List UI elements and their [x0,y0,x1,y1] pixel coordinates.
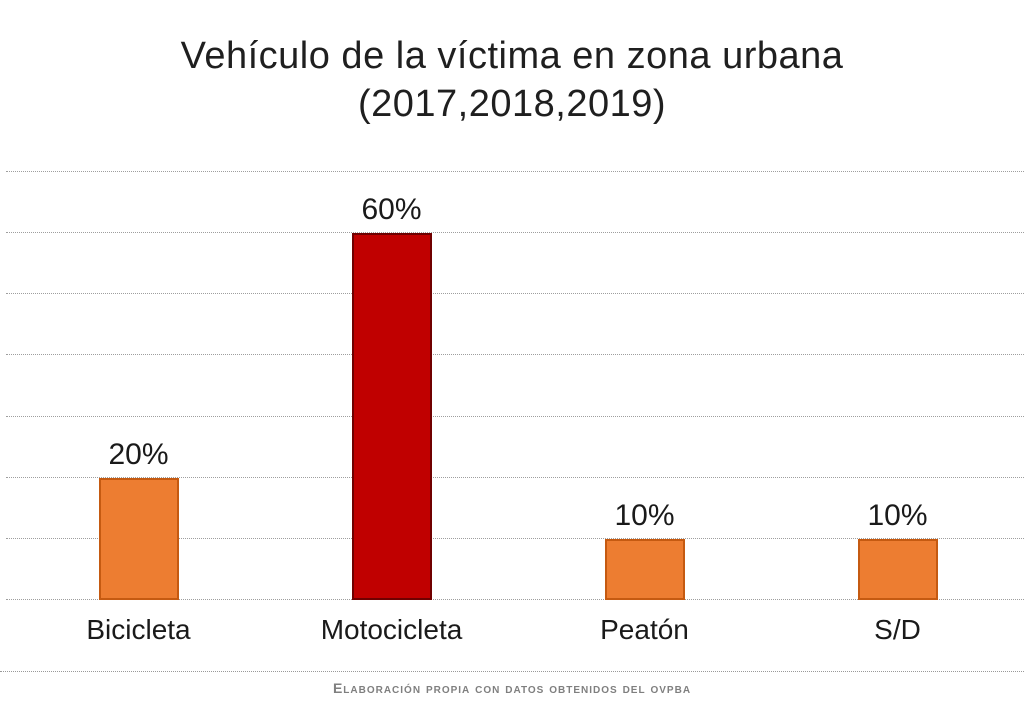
value-label: 10% [867,498,928,532]
bar-column: 20% [12,172,265,600]
bar [351,233,432,600]
category-label: S/D [874,614,921,645]
category-label: Motocicleta [320,614,463,645]
plot-area: 20% 60% 10% 10% [0,171,1024,600]
source-caption: Elaboración propia con datos obtenidos d… [332,680,692,696]
gridline [6,293,1024,295]
gridline [6,354,1024,356]
bar-columns: 20% 60% 10% 10% [0,172,1024,600]
footer-separator-line [0,671,1024,672]
chart-title-block: Vehículo de la víctima en zona urbana (2… [0,32,1024,128]
bar [604,538,685,600]
category-label: Peatón [600,614,689,645]
bar-column: 60% [265,172,518,600]
value-label: 20% [108,437,169,471]
bar [98,477,179,600]
category-axis-row: Bicicleta Motocicleta Peatón S/D [0,610,1024,650]
category-label: Bicicleta [86,614,191,645]
value-label: 60% [361,193,422,227]
gridline [6,171,1024,172]
bar-column: 10% [518,172,771,600]
bar-column: 10% [771,172,1024,600]
gridline [6,599,1024,600]
bar [857,538,938,600]
chart-title: Vehículo de la víctima en zona urbana [180,35,844,77]
gridline [6,232,1024,234]
chart-subtitle: (2017,2018,2019) [357,83,667,125]
gridline [6,537,1024,539]
gridline [6,476,1024,478]
gridline [6,415,1024,417]
value-label: 10% [614,498,675,532]
